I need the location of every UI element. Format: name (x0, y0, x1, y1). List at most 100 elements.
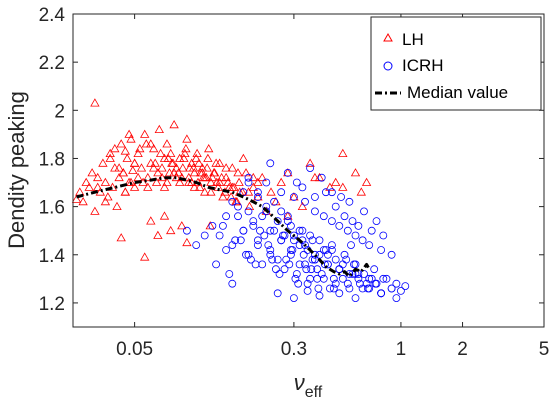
lh-point (135, 143, 145, 153)
icrh-point (387, 250, 396, 259)
icrh-point (323, 260, 332, 269)
icrh-point (192, 241, 201, 250)
icrh-point (360, 270, 368, 278)
icrh-point (270, 197, 279, 206)
lh-point (233, 168, 243, 177)
icrh-point (314, 284, 323, 293)
icrh-point (367, 226, 376, 235)
lh-point (194, 158, 204, 167)
lh-point (182, 237, 192, 247)
lh-point (103, 192, 113, 201)
icrh-point (283, 212, 292, 221)
icrh-point (317, 173, 326, 182)
lh-point (90, 206, 100, 215)
icrh-point (338, 274, 347, 283)
icrh-point (307, 265, 316, 274)
lh-point (350, 168, 361, 177)
lh-point (221, 172, 231, 182)
series-lh-points (71, 98, 372, 261)
icrh-point (315, 236, 324, 245)
icrh-point (319, 246, 328, 254)
lh-point (100, 177, 111, 186)
lh-point (116, 139, 126, 148)
icrh-point (317, 270, 326, 278)
icrh-point (321, 246, 330, 254)
icrh-point (351, 260, 360, 269)
icrh-point (212, 260, 221, 269)
lh-point (189, 168, 200, 177)
icrh-point (347, 241, 355, 250)
icrh-point (365, 274, 374, 283)
lh-point (153, 168, 163, 177)
lh-point (126, 177, 136, 186)
lh-point (140, 252, 150, 261)
lh-point (169, 119, 179, 129)
legend: LH ICRH Median value (370, 16, 542, 111)
icrh-point (351, 294, 360, 303)
lh-point (227, 163, 237, 172)
x-tick-label: 2 (457, 339, 468, 360)
icrh-point (377, 289, 386, 298)
icrh-point (329, 274, 338, 283)
lh-point (310, 172, 320, 182)
icrh-point (273, 255, 282, 264)
lh-point (78, 196, 88, 206)
icrh-point (382, 274, 391, 283)
icrh-point (242, 250, 250, 259)
lh-point (244, 201, 255, 211)
icrh-point (270, 226, 279, 235)
x-tick-label: 5 (539, 339, 550, 360)
x-tick-label: 0.05 (116, 339, 153, 360)
icrh-point (306, 231, 315, 240)
icrh-point (244, 207, 253, 216)
lh-point (257, 172, 267, 182)
icrh-point (273, 289, 282, 298)
lh-point (305, 158, 315, 167)
icrh-point (298, 226, 307, 235)
y-tick-label: 1.6 (39, 198, 65, 219)
x-tick-label: 0.3 (281, 339, 307, 360)
icrh-point (343, 279, 352, 288)
icrh-point (379, 231, 388, 240)
lh-point (361, 177, 372, 186)
icrh-point (253, 236, 262, 245)
icrh-point (268, 255, 277, 264)
icrh-point (331, 255, 340, 264)
icrh-point (246, 255, 255, 264)
lh-point (110, 143, 120, 153)
lh-point (184, 172, 194, 182)
lh-point (175, 177, 185, 186)
x-axis-title-sub: eff (305, 384, 323, 401)
lh-point (338, 182, 348, 191)
icrh-point (289, 193, 298, 201)
icrh-point (392, 294, 401, 303)
icrh-point (371, 279, 380, 288)
icrh-point (271, 265, 280, 274)
lh-point (120, 187, 130, 196)
icrh-point (331, 279, 340, 288)
icrh-point (362, 279, 371, 288)
lh-point (283, 168, 293, 177)
icrh-point (236, 236, 245, 245)
icrh-point (392, 279, 401, 288)
lh-point (155, 148, 166, 158)
icrh-point (310, 193, 319, 201)
lh-point (128, 165, 138, 174)
lh-point (248, 182, 258, 191)
y-tick-label: 1.8 (39, 149, 65, 170)
icrh-point (325, 284, 334, 293)
lh-point (126, 134, 136, 143)
lh-point (116, 233, 126, 242)
icrh-point (244, 173, 253, 182)
icrh-point (286, 250, 295, 259)
lh-point (179, 153, 189, 162)
lh-point (110, 163, 120, 172)
legend-lh-label: LH (402, 30, 424, 49)
icrh-point (345, 284, 354, 293)
icrh-point (313, 274, 322, 283)
icrh-point (329, 284, 338, 293)
x-axis-title-main: ν (294, 370, 305, 395)
icrh-point (182, 226, 191, 235)
icrh-point (244, 178, 253, 187)
icrh-point (266, 226, 275, 235)
